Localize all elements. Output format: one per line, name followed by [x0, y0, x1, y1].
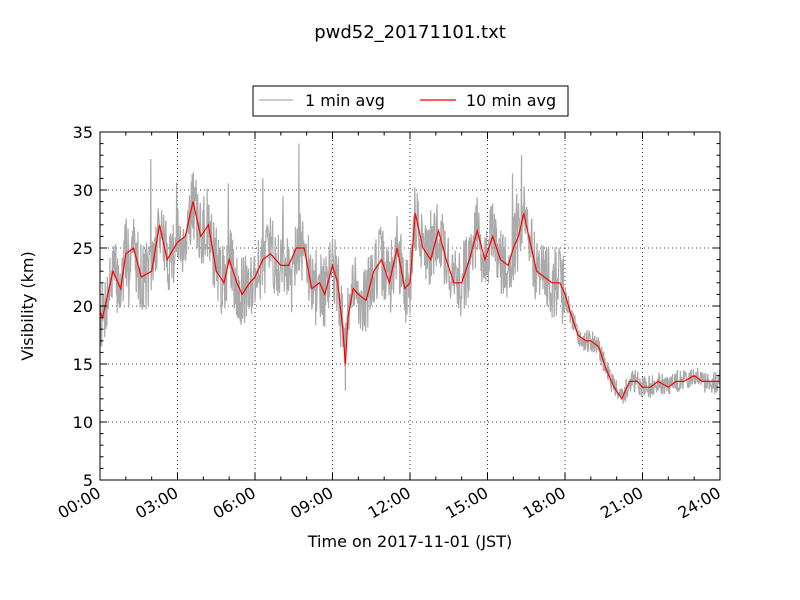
y-tick-label: 20 — [73, 297, 93, 316]
y-tick-label: 5 — [83, 471, 93, 490]
legend-label-10-min-avg: 10 min avg — [466, 91, 556, 110]
y-tick-label: 25 — [73, 239, 93, 258]
series-line-1-min-avg — [100, 143, 720, 404]
y-tick-label: 30 — [73, 181, 93, 200]
y-tick-label: 35 — [73, 123, 93, 142]
y-axis-label: Visibility (km) — [18, 251, 37, 360]
legend-label-1-min-avg: 1 min avg — [305, 91, 385, 110]
y-tick-label: 15 — [73, 355, 93, 374]
x-axis-label: Time on 2017-11-01 (JST) — [307, 532, 512, 551]
legend-box — [252, 85, 569, 117]
series-layer — [100, 143, 720, 404]
legend: 1 min avg 10 min avg — [252, 85, 569, 117]
y-tick-labels: 5 10 15 20 25 30 35 — [73, 123, 93, 490]
tick-marks — [99, 131, 721, 481]
y-tick-label: 10 — [73, 413, 93, 432]
chart-title: pwd52_20171101.txt — [314, 22, 506, 43]
series-line-10-min-avg — [100, 201, 720, 401]
gridlines — [100, 132, 720, 480]
